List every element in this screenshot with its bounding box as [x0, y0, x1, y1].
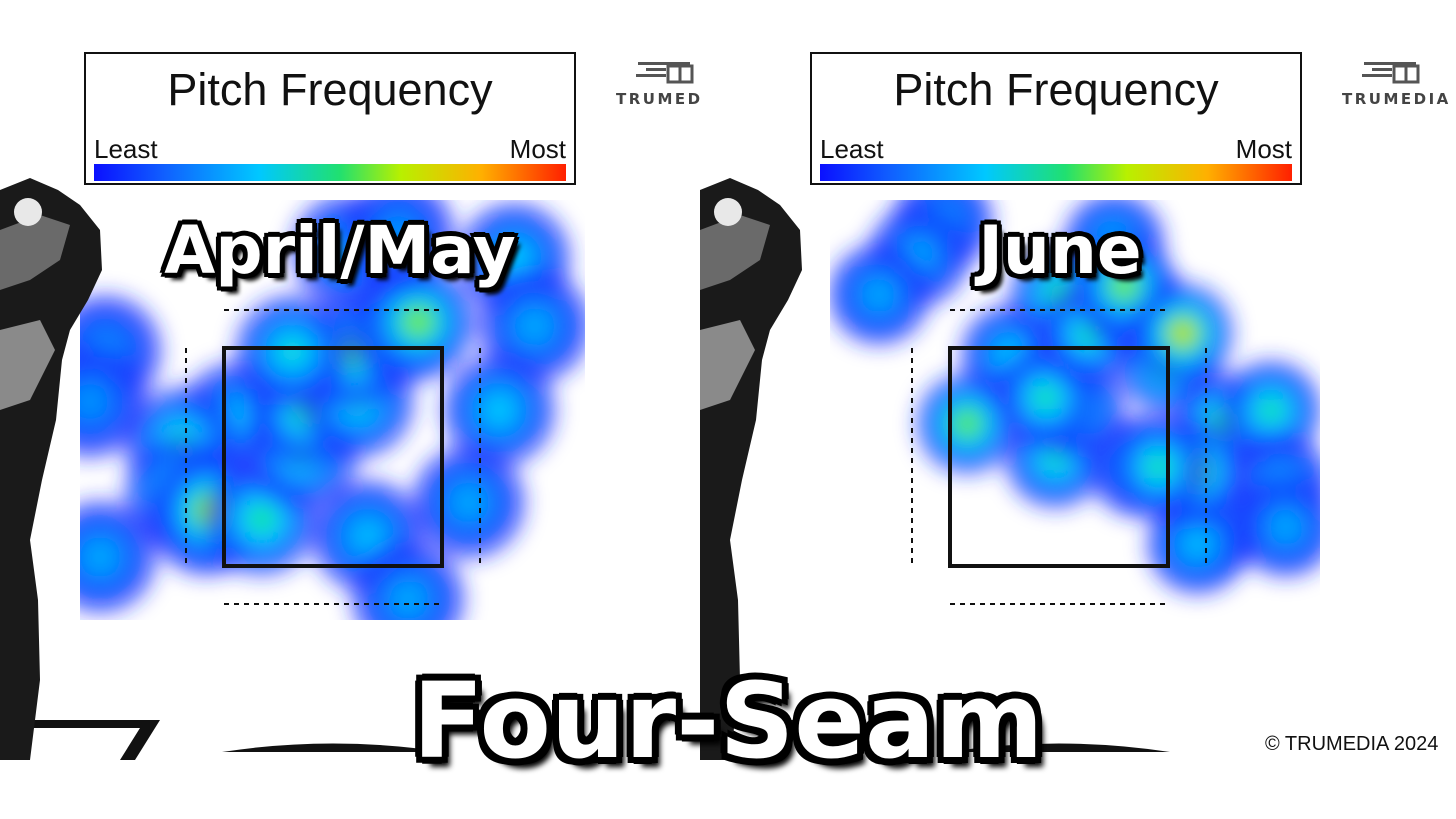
heatmap-layer [80, 200, 585, 620]
legend-box: Pitch Frequency Least Most [810, 52, 1302, 185]
heatmap-hotspot [1260, 400, 1282, 422]
period-label: June [978, 212, 1142, 289]
trumedia-logo-icon [1362, 62, 1420, 84]
legend-color-bar [94, 164, 566, 181]
heatmap-hotspot [1275, 516, 1297, 538]
trumedia-logo-text: TRUMEDIA [616, 90, 725, 108]
pitch-type-title: Four-Seam [412, 660, 1044, 782]
legend-low-label: Least [94, 134, 158, 164]
heatmap-hotspot [868, 284, 890, 305]
heatmap-panel-april-may: Pitch Frequency Least Most TRUMEDIA Apri… [0, 52, 726, 760]
heatmap-hotspot [1147, 456, 1169, 477]
heatmap-hotspot [386, 222, 410, 246]
heatmap-hotspot [396, 587, 420, 611]
period-label: April/May [164, 212, 516, 289]
heatmap-hotspot [522, 314, 547, 338]
trumedia-logo-icon [636, 62, 694, 84]
heatmap-hotspot [956, 413, 978, 434]
heatmap-hotspot [1187, 533, 1208, 555]
copyright-text: © TRUMEDIA 2024 [1265, 733, 1439, 755]
heatmap-hotspot [406, 310, 430, 334]
heatmap-panel-june: Pitch Frequency Least Most TRUMEDIA June [700, 0, 1456, 819]
home-plate [948, 743, 1170, 752]
home-plate [222, 743, 444, 752]
heatmap-hotspot [487, 398, 511, 422]
heatmap-plot [700, 178, 1320, 760]
heatmap-hotspot [502, 247, 526, 271]
heatmap-hotspot [1172, 322, 1194, 344]
heatmap-hotspot [457, 490, 481, 514]
trumedia-logo-text: TRUMEDIA [1342, 90, 1451, 108]
strike-zone-box [222, 346, 444, 568]
strike-zone-box [948, 346, 1170, 568]
legend-box: Pitch Frequency Least Most [84, 52, 576, 185]
legend-color-bar [820, 164, 1292, 181]
legend-title: Pitch Frequency [893, 64, 1219, 115]
heatmap-hotspot [250, 507, 274, 531]
heatmap-hotspot [356, 524, 380, 548]
batter-silhouette [700, 178, 802, 760]
heatmap-hotspot [1113, 275, 1135, 297]
trumedia-logo: TRUMEDIA [1342, 58, 1452, 108]
legend-high-label: Most [509, 134, 566, 164]
heatmap-hotspot [1035, 387, 1056, 409]
batter-silhouette [0, 178, 102, 760]
legend-high-label: Most [1235, 134, 1292, 164]
trumedia-logo: TRUMEDIA [616, 58, 726, 108]
heatmap-hotspot [88, 545, 112, 569]
heatmap-layer [830, 200, 1320, 596]
legend-low-label: Least [820, 134, 884, 164]
heatmap-hotspot [280, 339, 304, 363]
legend-title: Pitch Frequency [167, 64, 493, 115]
heatmap-hotspot [80, 390, 102, 414]
heatmap-plot [0, 178, 585, 760]
